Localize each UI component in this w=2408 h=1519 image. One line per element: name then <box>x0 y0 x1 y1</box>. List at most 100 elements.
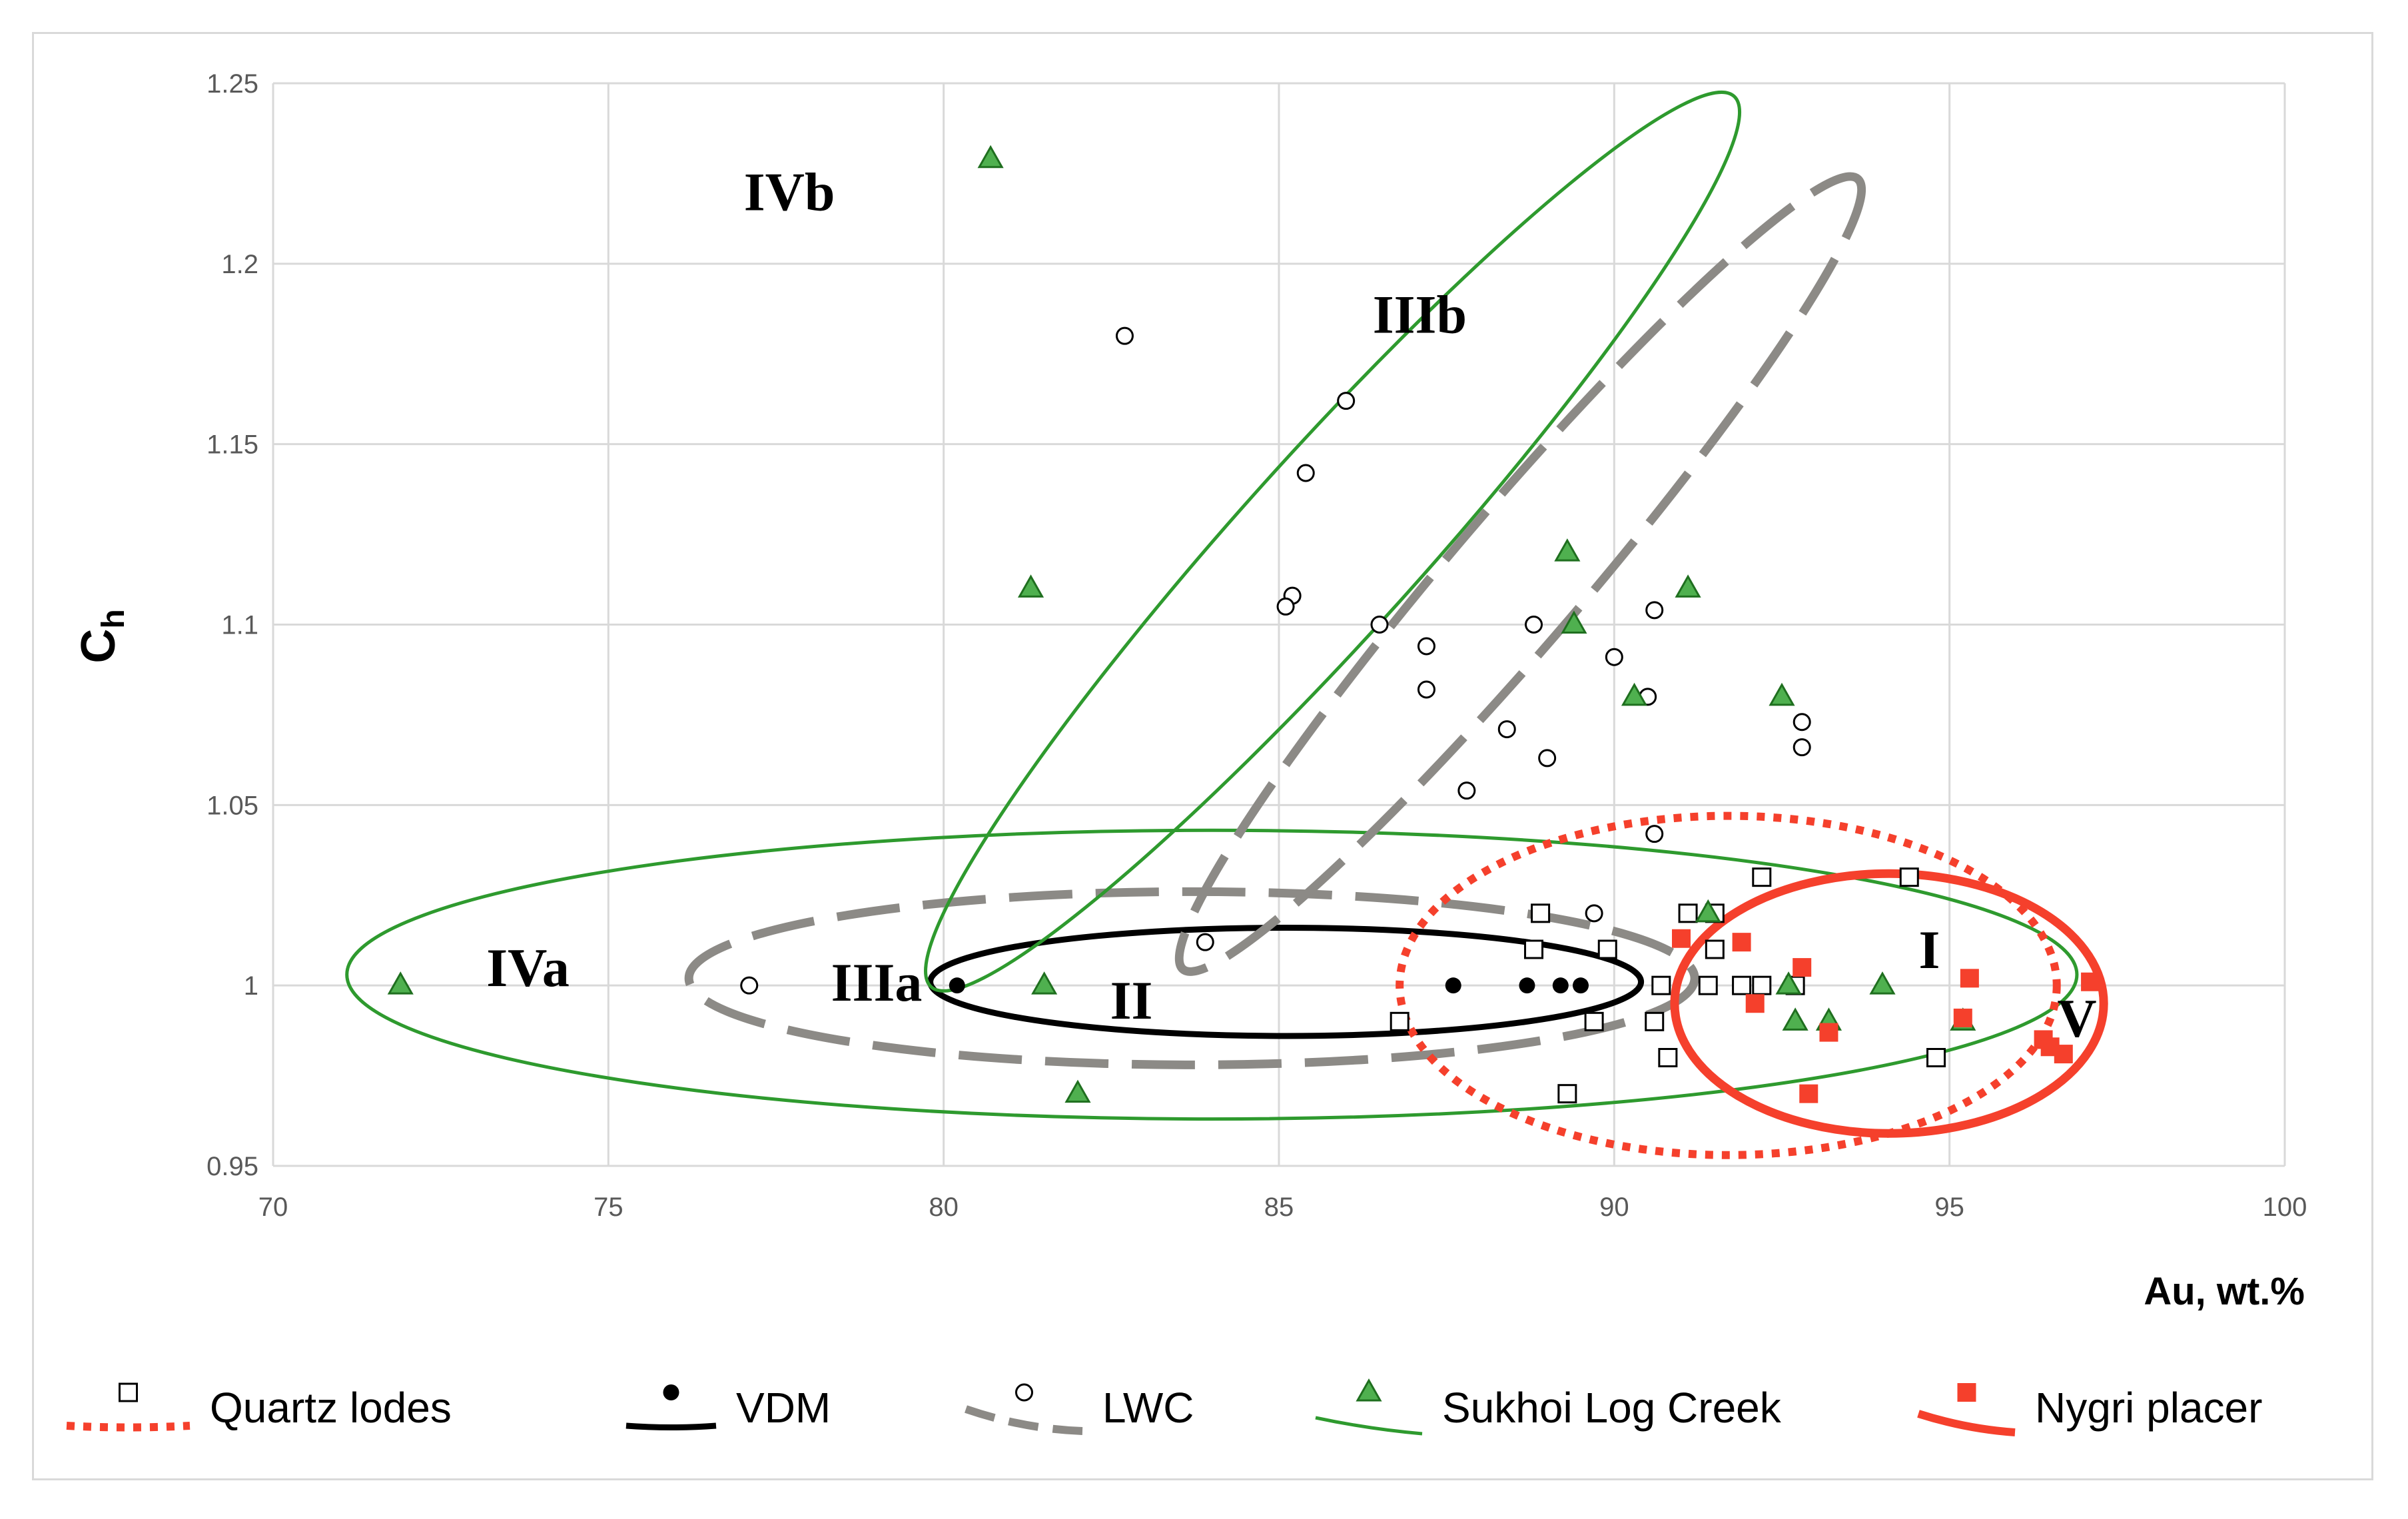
lwc-point <box>1417 680 1435 699</box>
chart-frame <box>32 32 2373 1480</box>
legend-label-sukhoi-log-creek: Sukhoi Log Creek <box>1442 1384 1782 1432</box>
quartz-lodes-point <box>1752 975 1772 995</box>
lwc-point <box>740 976 759 995</box>
sukhoi-log-creek-point <box>1621 682 1648 706</box>
legend-line-nygri-placer <box>1917 1410 2016 1436</box>
quartz-lodes-point <box>1645 1011 1665 1031</box>
x-tick-label: 75 <box>594 1193 623 1222</box>
legend: Quartz lodes VDM LWC Sukhoi Log Creek Nygri … <box>66 1378 2262 1436</box>
legend-line-vdm <box>625 1422 717 1430</box>
sukhoi-log-creek-point <box>1782 1007 1808 1031</box>
y-axis-title-sub: h <box>96 609 131 628</box>
quartz-lodes-point <box>1899 867 1919 887</box>
legend-line-lwc <box>965 1405 1083 1435</box>
quartz-lodes-point <box>1390 1011 1409 1031</box>
y-tick-label: 1.15 <box>206 430 258 460</box>
region-label-iiib: IIIb <box>1373 284 1467 345</box>
x-tick-label: 100 <box>2263 1193 2307 1222</box>
lwc-point <box>1115 326 1134 345</box>
region-label-iva: IVa <box>486 937 570 998</box>
y-axis-title: Ch <box>72 609 131 663</box>
sukhoi-log-creek-point <box>1031 971 1058 995</box>
sukhoi-log-creek-point <box>1769 682 1795 706</box>
quartz-lodes-point <box>1752 867 1772 887</box>
nygri-placer-point <box>2054 1045 2073 1064</box>
legend-marker-sukhoi-log-creek <box>1356 1378 1382 1402</box>
vdm-point <box>1552 977 1569 994</box>
nygri-placer-point <box>1953 1008 1972 1027</box>
legend-marker-nygri-placer <box>1957 1383 1976 1402</box>
region-label-ii: II <box>1110 970 1153 1031</box>
lwc-point <box>1296 464 1315 482</box>
quartz-lodes-point <box>1597 939 1617 959</box>
lwc-point <box>1538 749 1557 767</box>
lwc-point <box>1417 637 1435 656</box>
region-label-iiia: IIIa <box>831 952 923 1013</box>
ellipse-lwc <box>1174 172 1866 976</box>
region-label-ivb: IVb <box>744 162 835 223</box>
legend-label-nygri-placer: Nygri placer <box>2035 1384 2262 1432</box>
vdm-point <box>1519 977 1535 994</box>
x-tick-label: 70 <box>258 1193 288 1222</box>
nygri-placer-point <box>1799 1084 1818 1103</box>
lwc-point <box>1793 713 1811 732</box>
vdm-point <box>1445 977 1461 994</box>
y-tick-label: 1 <box>244 971 258 1001</box>
y-tick-label: 1.05 <box>206 791 258 820</box>
quartz-lodes-point <box>1584 1011 1604 1031</box>
sukhoi-log-creek-point <box>387 971 414 995</box>
nygri-placer-point <box>1745 994 1765 1013</box>
ellipse-nygri-placer <box>1670 869 2108 1138</box>
lwc-point <box>1196 933 1214 951</box>
legend-label-quartz-lodes: Quartz lodes <box>210 1384 452 1432</box>
sukhoi-log-creek-point <box>1064 1079 1091 1103</box>
region-label-v: V <box>2057 988 2096 1049</box>
sukhoi-log-creek-point <box>1869 971 1896 995</box>
y-tick-label: 1.2 <box>221 250 258 279</box>
ellipse-quartz-lodes <box>1396 811 2061 1159</box>
lwc-point <box>1645 601 1664 620</box>
legend-line-quartz-lodes <box>66 1422 191 1432</box>
x-tick-label: 95 <box>1934 1193 1964 1222</box>
quartz-lodes-point <box>1651 975 1671 995</box>
sukhoi-log-creek-point <box>1675 574 1701 598</box>
nygri-placer-point <box>1819 1023 1838 1042</box>
nygri-placer-point <box>1732 933 1751 952</box>
quartz-lodes-point <box>1705 939 1725 959</box>
gridlines <box>272 82 2286 1167</box>
y-tick-label: 1.25 <box>206 69 258 99</box>
legend-marker-lwc <box>1015 1383 1033 1402</box>
legend-line-sukhoi-log-creek <box>1315 1416 1423 1436</box>
lwc-point <box>1525 616 1543 634</box>
legend-marker-vdm <box>663 1384 679 1400</box>
x-tick-label: 85 <box>1264 1193 1294 1222</box>
quartz-lodes-point <box>1524 939 1544 959</box>
y-tick-label: 1.1 <box>221 611 258 640</box>
x-tick-label: 90 <box>1599 1193 1629 1222</box>
ellipse-sukhoi-log-creek <box>345 828 2079 1121</box>
quartz-lodes-point <box>1698 975 1718 995</box>
ellipse-sukhoi-log-creek <box>924 90 1742 993</box>
quartz-lodes-point <box>1926 1048 1946 1067</box>
vdm-point <box>1573 977 1589 994</box>
sukhoi-log-creek-point <box>977 145 1004 169</box>
y-tick-label: 0.95 <box>206 1152 258 1181</box>
quartz-lodes-point <box>1557 1084 1577 1104</box>
legend-label-vdm: VDM <box>736 1384 831 1432</box>
sukhoi-log-creek-point <box>1775 971 1802 995</box>
lwc-point <box>1337 392 1356 410</box>
tick-labels: 70 75 80 85 90 95 100 0.95 1 1.05 1.1 1.15 1.2 1.25 <box>206 69 2307 1222</box>
sukhoi-log-creek-point <box>1561 610 1587 634</box>
nygri-placer-point <box>1672 929 1691 948</box>
vdm-point <box>949 977 965 994</box>
sukhoi-log-creek-point <box>1695 899 1721 923</box>
lwc-point <box>1276 597 1295 616</box>
lwc-point <box>1645 825 1664 843</box>
data-points <box>387 145 2100 1104</box>
nygri-placer-point <box>1793 958 1812 977</box>
x-axis-title: Au, wt.% <box>2144 1270 2305 1313</box>
nygri-placer-point <box>1960 969 1979 988</box>
y-axis-title-main: C <box>72 629 125 664</box>
sukhoi-log-creek-point <box>1554 538 1581 562</box>
